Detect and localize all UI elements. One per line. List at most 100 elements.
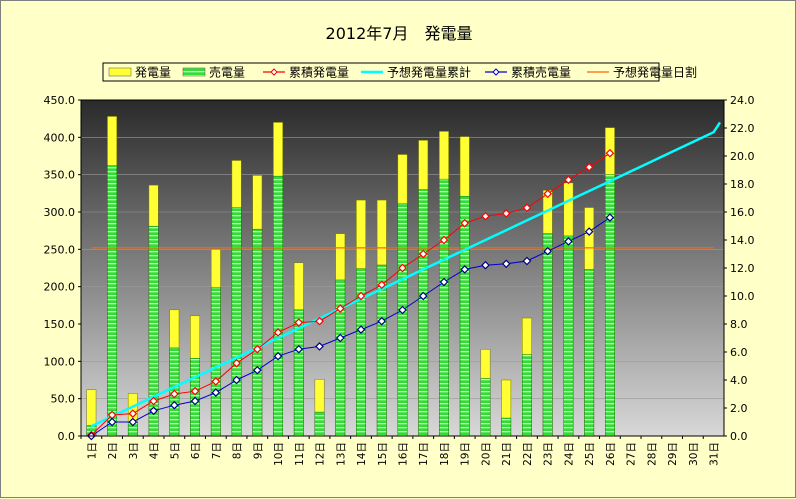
x-tick-label: 18日 — [439, 442, 451, 466]
right-tick-label: 4.0 — [730, 374, 748, 387]
bar-sold — [210, 287, 221, 437]
x-tick-label: 20日 — [480, 442, 492, 466]
x-tick-label: 19日 — [460, 442, 472, 466]
marker-cumulative-generation — [501, 209, 511, 218]
marker-cumulative-sold — [543, 246, 553, 256]
marker-cumulative-generation — [418, 249, 428, 259]
chart-title: 2012年7月 発電量 — [326, 24, 473, 43]
x-tick-label: 31日 — [709, 442, 721, 466]
right-tick-label: 20.0 — [730, 150, 755, 163]
x-tick-label: 25日 — [584, 442, 596, 466]
x-tick-label: 21日 — [501, 442, 513, 466]
marker-cumulative-generation — [356, 291, 366, 301]
x-tick-label: 8日 — [232, 442, 244, 459]
legend-swatch-generation — [108, 67, 132, 77]
bar-sold — [480, 378, 491, 437]
marker-cumulative-sold — [335, 333, 345, 343]
bar-sold — [252, 228, 263, 437]
marker-cumulative-generation — [522, 203, 532, 213]
marker-cumulative-sold — [564, 237, 573, 246]
marker-cumulative-sold — [356, 325, 366, 334]
legend: 発電量 売電量 累積発電量 予想発電量累計 累積売電量 予想発電量日割 — [102, 62, 697, 82]
marker-cumulative-generation — [398, 263, 407, 273]
left-tick-label: 350.0 — [44, 169, 76, 182]
marker-cumulative-sold — [460, 265, 470, 274]
marker-cumulative-sold — [252, 365, 262, 375]
x-tick-label: 26日 — [605, 442, 617, 466]
right-tick-label: 6.0 — [730, 346, 748, 359]
x-tick-label: 15日 — [377, 442, 389, 466]
bar-sold — [314, 411, 325, 437]
x-tick-label: 4日 — [149, 442, 161, 459]
marker-cumulative-generation — [294, 318, 304, 327]
bar-sold — [107, 165, 118, 437]
x-tick-label: 27日 — [626, 442, 638, 466]
right-tick-label: 0.0 — [730, 430, 748, 443]
legend-label: 予想発電量日割 — [613, 65, 697, 80]
x-tick-label: 5日 — [169, 442, 181, 459]
marker-cumulative-generation — [169, 389, 179, 399]
marker-cumulative-generation — [149, 396, 158, 406]
marker-cumulative-generation — [232, 358, 241, 368]
marker-cumulative-sold — [169, 400, 179, 410]
marker-cumulative-sold — [273, 351, 283, 361]
legend-label: 予想発電量累計 — [387, 65, 471, 80]
marker-cumulative-sold — [439, 277, 449, 287]
bar-sold — [439, 178, 449, 437]
left-tick-label: 250.0 — [44, 243, 76, 256]
bar-sold — [522, 354, 532, 437]
right-tick-label: 10.0 — [730, 290, 755, 303]
bar-sold — [273, 175, 283, 437]
x-tick-label: 13日 — [335, 442, 347, 466]
left-tick-label: 200.0 — [44, 281, 76, 294]
marker-cumulative-generation — [543, 189, 553, 199]
marker-cumulative-generation — [460, 218, 470, 228]
marker-cumulative-sold — [481, 260, 490, 270]
x-tick-label: 2日 — [107, 442, 119, 459]
marker-cumulative-sold — [149, 406, 158, 416]
x-tick-label: 16日 — [398, 442, 410, 466]
marker-cumulative-generation — [273, 328, 283, 337]
marker-cumulative-generation — [377, 280, 387, 290]
bar-sold — [397, 203, 408, 437]
marker-cumulative-generation — [190, 386, 200, 396]
marker-cumulative-generation — [481, 211, 490, 221]
marker-cumulative-generation — [584, 162, 594, 172]
left-tick-label: 50.0 — [51, 393, 76, 406]
x-tick-label: 7日 — [211, 442, 223, 459]
left-tick-label: 0.0 — [58, 430, 76, 443]
marker-cumulative-sold — [584, 227, 594, 236]
right-tick-label: 12.0 — [730, 262, 755, 275]
marker-cumulative-sold — [501, 259, 511, 269]
marker-cumulative-sold — [315, 342, 324, 351]
bar-sold — [563, 235, 574, 437]
marker-cumulative-generation — [439, 235, 449, 245]
legend-label: 発電量 — [135, 66, 171, 80]
bar-sold — [459, 196, 470, 437]
marker-cumulative-sold — [398, 305, 407, 315]
left-tick-label: 150.0 — [44, 318, 76, 331]
bar-sold — [542, 233, 553, 437]
right-tick-label: 22.0 — [730, 122, 755, 135]
right-tick-label: 24.0 — [730, 94, 755, 107]
x-tick-label: 17日 — [418, 442, 430, 466]
legend-label: 累積発電量 — [289, 65, 349, 80]
x-tick-label: 30日 — [688, 442, 700, 466]
left-tick-label: 450.0 — [44, 94, 76, 107]
marker-cumulative-generation — [252, 344, 262, 354]
marker-cumulative-sold — [190, 396, 200, 406]
x-tick-label: 22日 — [522, 442, 534, 466]
x-tick-label: 11日 — [294, 442, 306, 466]
marker-cumulative-sold — [107, 417, 117, 427]
x-tick-label: 10日 — [273, 442, 285, 466]
x-tick-label: 6日 — [190, 442, 202, 459]
marker-cumulative-generation — [605, 148, 615, 158]
legend-swatch-marker — [270, 68, 278, 76]
bar-sold — [584, 269, 595, 437]
marker-cumulative-sold — [377, 316, 387, 326]
marker-cumulative-sold — [232, 375, 241, 385]
left-tick-label: 400.0 — [44, 131, 76, 144]
plot-border — [80, 99, 725, 437]
